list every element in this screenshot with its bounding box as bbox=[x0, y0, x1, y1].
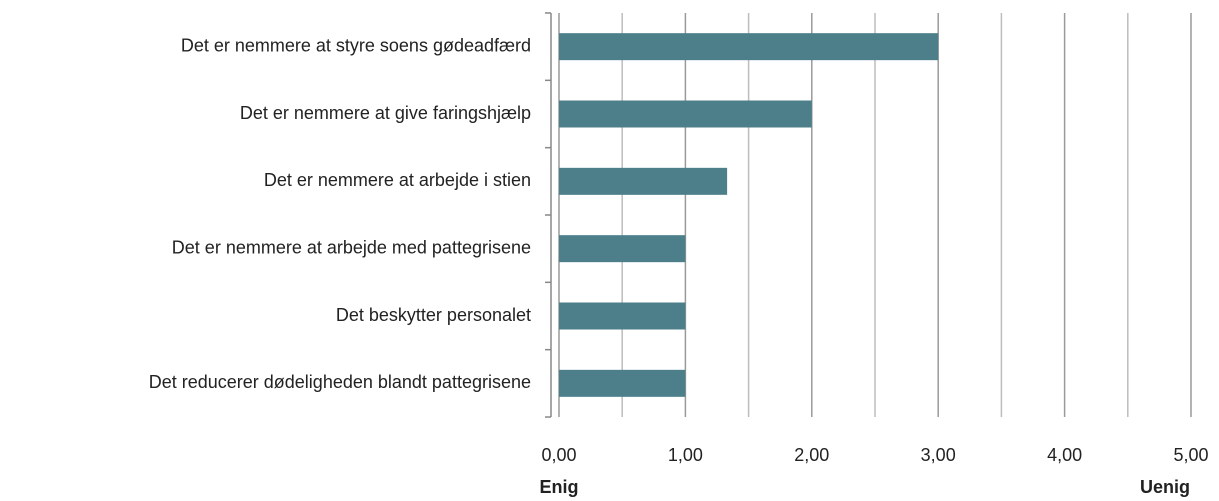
x-tick-label: 3,00 bbox=[921, 445, 956, 465]
bar bbox=[559, 100, 812, 128]
x-tick-label: 4,00 bbox=[1047, 445, 1082, 465]
x-tick-label: 2,00 bbox=[794, 445, 829, 465]
x-tick-label: 5,00 bbox=[1173, 445, 1208, 465]
x-tick-label: 0,00 bbox=[541, 445, 576, 465]
bar bbox=[559, 369, 686, 397]
y-tick-label: Det reducerer dødeligheden blandt patteg… bbox=[149, 372, 531, 392]
y-tick-label: Det beskytter personalet bbox=[336, 305, 531, 325]
axis-high-label: Uenig bbox=[1140, 477, 1190, 497]
bar bbox=[559, 33, 939, 61]
y-tick-label: Det er nemmere at styre soens gødeadfærd bbox=[181, 35, 531, 55]
bar bbox=[559, 302, 686, 330]
x-tick-label: 1,00 bbox=[668, 445, 703, 465]
axis-low-label: Enig bbox=[540, 477, 579, 497]
bar bbox=[559, 167, 728, 195]
y-tick-label: Det er nemmere at give faringshjælp bbox=[240, 103, 531, 123]
y-tick-label: Det er nemmere at arbejde med pattegrise… bbox=[172, 237, 531, 257]
bar bbox=[559, 235, 686, 263]
y-tick-label: Det er nemmere at arbejde i stien bbox=[264, 170, 531, 190]
